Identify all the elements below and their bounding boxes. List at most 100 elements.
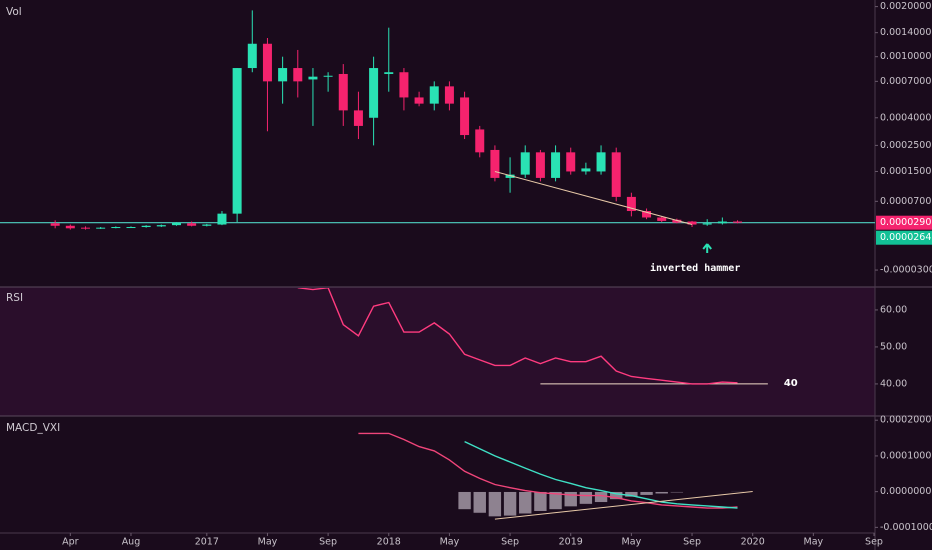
candle-body [293, 68, 303, 82]
candle-body [566, 152, 576, 172]
histogram-bar [685, 491, 699, 493]
candle-body [475, 129, 485, 153]
candle-body [429, 86, 439, 104]
plot-area [358, 432, 753, 520]
candle-body [80, 227, 90, 229]
y-tick-label: 60.00 [880, 304, 907, 315]
candle-body [262, 43, 272, 82]
plot-area [0, 10, 875, 230]
candle-body [687, 221, 697, 225]
histogram-bar [548, 491, 563, 510]
y-tick-label: 0.00000000 [880, 486, 932, 497]
y-tick-label: 0.00070000 [880, 76, 932, 87]
series-line [464, 440, 738, 509]
annotation: inverted hammer [650, 262, 740, 274]
candle-body [353, 110, 363, 126]
histogram-bar [533, 491, 548, 512]
candle-body [171, 222, 181, 226]
series-line [358, 432, 738, 509]
candle-body [535, 152, 545, 178]
x-tick-label: May [258, 537, 278, 548]
histogram-bar [609, 491, 624, 500]
candle-body [126, 227, 136, 229]
candle-body [278, 68, 288, 82]
candle-body [111, 227, 121, 229]
candle-body [323, 75, 333, 77]
panel-title: RSI [6, 292, 23, 304]
candle-body [460, 97, 470, 136]
candle-body [444, 86, 454, 104]
histogram-bar [503, 491, 517, 517]
panel-title: Vol [6, 6, 22, 18]
candle-body [657, 217, 667, 221]
candle-body [551, 152, 561, 178]
candle-body [187, 223, 197, 226]
candle-body [626, 196, 636, 212]
candle-body [50, 223, 60, 226]
price-tag-label: 0.00002649 [880, 232, 932, 243]
y-tick-label: 50.00 [880, 341, 907, 352]
y-tick-label: 0.00025000 [880, 140, 932, 151]
candle-body [505, 174, 515, 178]
level-label: 40 [784, 378, 798, 389]
x-tick-label: Sep [683, 537, 701, 548]
candle-body [308, 76, 318, 80]
candle-body [414, 97, 424, 104]
candle-body [141, 225, 151, 228]
trendline [494, 491, 753, 520]
price-tag [876, 215, 932, 230]
price-tag [876, 230, 932, 245]
histogram-bar [639, 491, 654, 496]
candle-body [156, 225, 166, 227]
y-tick-label: -0.00010000 [880, 522, 932, 533]
candle-body [65, 225, 75, 229]
histogram-bar [472, 491, 487, 514]
histogram-bar [579, 491, 593, 505]
plot-area [297, 288, 768, 385]
panel-title: MACD_VXI [6, 422, 60, 434]
x-tick-label: Apr [62, 537, 79, 548]
y-tick-label: -0.00003000 [880, 265, 932, 276]
x-tick-label: 2017 [195, 537, 219, 548]
x-tick-label: 2018 [377, 537, 401, 548]
x-tick-label: Sep [865, 537, 883, 548]
annotation-arrow [702, 243, 712, 253]
histogram-bar [457, 491, 472, 510]
candle-body [369, 68, 379, 118]
candle-body [247, 43, 257, 69]
candle-body [596, 152, 606, 172]
candle-body [490, 149, 500, 178]
histogram-bar [654, 491, 669, 495]
candle-body [702, 223, 712, 225]
x-tick-label: Aug [122, 537, 141, 548]
histogram-bar [594, 491, 608, 503]
histogram-bar [730, 490, 745, 492]
rsi-background [0, 287, 875, 416]
x-tick-label: May [804, 537, 824, 548]
histogram-bar [700, 490, 715, 493]
candle-body [384, 72, 394, 74]
candle-body [399, 72, 409, 98]
candle-body [217, 213, 227, 225]
candle-body [232, 68, 242, 214]
candle-body [338, 73, 348, 111]
candle-body [581, 168, 591, 172]
x-tick-label: Sep [319, 537, 337, 548]
y-tick-label: 0.00007000 [880, 196, 932, 207]
x-tick-label: May [440, 537, 460, 548]
y-tick-label: 0.00200000 [880, 1, 932, 12]
histogram-bar [715, 490, 730, 492]
y-tick-label: 0.00015000 [880, 166, 932, 177]
histogram-bar [670, 491, 684, 494]
x-tick-label: 2019 [559, 537, 583, 548]
histogram-bar [488, 491, 502, 517]
candle-body [96, 227, 106, 229]
y-tick-label: 0.00040000 [880, 112, 932, 123]
series-line [297, 288, 738, 385]
candle-body [733, 221, 743, 223]
y-tick-label: 0.00020000 [880, 415, 932, 426]
price-tag-label: 0.00002900 [880, 217, 932, 228]
y-tick-label: 0.00010000 [880, 450, 932, 461]
